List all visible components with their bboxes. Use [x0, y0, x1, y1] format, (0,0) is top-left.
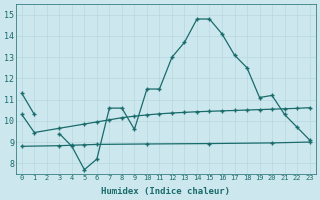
X-axis label: Humidex (Indice chaleur): Humidex (Indice chaleur) — [101, 187, 230, 196]
